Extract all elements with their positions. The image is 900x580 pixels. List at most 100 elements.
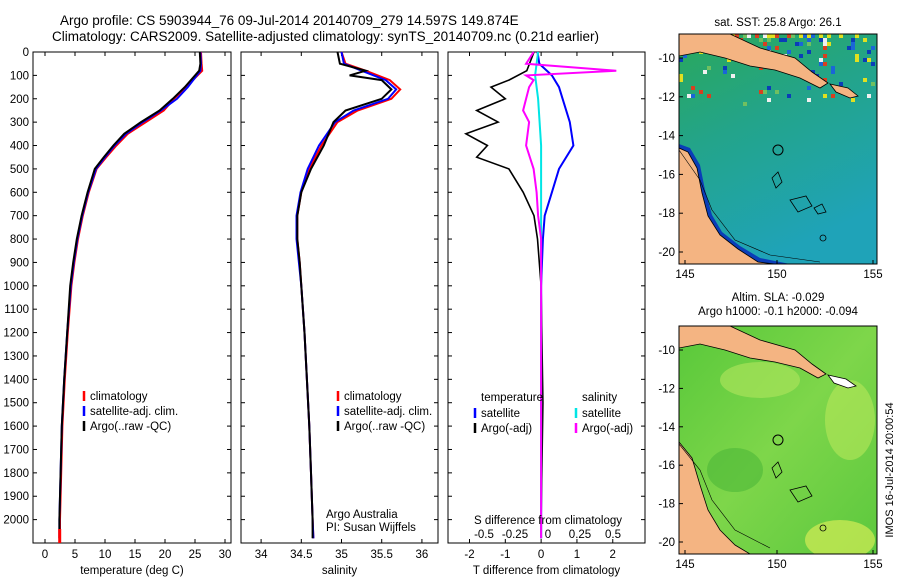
sst-pixel	[743, 34, 747, 38]
sst-pixel	[791, 34, 795, 38]
legend-label: Argo(-adj)	[582, 423, 633, 435]
side-timestamp: IMOS 16-Jul-2014 20:00:54	[884, 402, 896, 537]
x-tick-label: 2	[610, 549, 616, 561]
map-y-tick-label: -12	[658, 383, 675, 395]
depth-tick-label: 900	[10, 257, 29, 269]
depth-tick-label: 700	[10, 211, 29, 223]
sst-pixel	[807, 98, 811, 102]
sst-pixel	[863, 58, 867, 62]
depth-tick-label: 1300	[3, 351, 29, 363]
sst-pixel	[779, 38, 783, 42]
x-axis-label-top: S difference from climatology	[474, 515, 622, 527]
depth-tick-label: 600	[10, 187, 29, 199]
legend-label: satellite	[481, 408, 520, 420]
legend-label: climatology	[90, 391, 148, 403]
x-tick-label-top: 0	[545, 529, 551, 541]
map-y-tick-label: -10	[658, 345, 675, 357]
sst-pixel	[759, 38, 763, 42]
map-y-tick-label: -20	[658, 247, 675, 259]
x-axis-label: T difference from climatology	[473, 565, 620, 577]
sst-pixel	[763, 34, 767, 38]
x-tick-label: 35	[335, 549, 348, 561]
depth-tick-label: 1500	[3, 398, 29, 410]
x-tick-label: 34.5	[290, 549, 312, 561]
legend-salinity-title: salinity	[582, 392, 617, 404]
x-tick-label: 0	[42, 549, 48, 561]
sst-pixel	[799, 42, 803, 46]
sst-pixel	[787, 94, 791, 98]
legend-panel-1: climatology satellite-adj. clim. Argo(..ra…	[82, 391, 178, 433]
panel-frame	[447, 51, 646, 544]
sst-pixel	[863, 78, 867, 82]
sst-pixel	[683, 54, 687, 58]
depth-tick-label: 1800	[3, 468, 29, 480]
x-tick-label-top: 0.5	[605, 529, 621, 541]
sla-map-title-1: Altim. SLA: -0.029	[732, 292, 825, 304]
map-y-tick-label: -16	[658, 169, 675, 181]
sst-pixel	[827, 34, 831, 38]
series-line-salinity-argo-adj-	[522, 51, 617, 539]
x-tick-label: 30	[219, 549, 232, 561]
sst-pixel	[823, 94, 827, 98]
x-tick-label: -1	[500, 549, 510, 561]
sst-land-png	[679, 34, 829, 89]
sla-high-2	[825, 380, 875, 460]
x-tick-label: 10	[99, 549, 112, 561]
sla-map: Altim. SLA: -0.029 Argo h1000: -0.1 h200…	[658, 292, 882, 571]
legend-label: climatology	[344, 391, 402, 403]
argo-australia-label: Argo Australia	[326, 509, 398, 521]
sst-pixel	[871, 82, 875, 86]
x-tick-label: -2	[464, 549, 474, 561]
sst-pixel	[867, 94, 871, 98]
sst-land-australia	[679, 34, 776, 264]
sst-pixel	[823, 46, 827, 50]
legend-label: satellite-adj. clim.	[90, 406, 178, 418]
sst-pixel	[823, 54, 827, 58]
x-tick-label: 35.5	[371, 549, 393, 561]
map-x-tick-label: 150	[767, 559, 786, 571]
sla-high-1	[720, 362, 800, 398]
x-tick-label: 5	[72, 549, 78, 561]
sst-pixel	[855, 54, 859, 58]
sst-pixel	[679, 58, 683, 62]
sst-pixel	[767, 46, 771, 50]
sst-pixel	[807, 42, 811, 46]
depth-tick-label: 500	[10, 164, 29, 176]
sst-pixel	[831, 70, 835, 74]
sst-pixel	[775, 46, 779, 50]
sst-pixel	[723, 70, 727, 74]
sst-pixel	[679, 78, 683, 82]
sst-pixel	[863, 38, 867, 42]
depth-tick-label: 0	[23, 47, 29, 59]
profile-panels: 0100200300400500600700800900100011001200…	[3, 47, 646, 577]
sst-pixel	[787, 50, 791, 54]
sst-pixel	[823, 42, 827, 46]
map-y-tick-label: -16	[658, 460, 675, 472]
panel-frame	[32, 51, 232, 544]
title-line-1: Argo profile: CS 5903944_76 09-Jul-2014 …	[60, 13, 519, 28]
depth-tick-label: 800	[10, 234, 29, 246]
sla-map-title-2: Argo h1000: -0.1 h2000: -0.094	[698, 306, 858, 318]
x-tick-label: 36	[416, 549, 429, 561]
x-tick-label-top: -0.25	[502, 529, 528, 541]
depth-tick-label: 400	[10, 141, 29, 153]
x-tick-label: 1	[574, 549, 580, 561]
legend-panel-2: climatology satellite-adj. clim. Argo(..ra…	[336, 391, 432, 433]
series-line-argo-raw-qc-	[296, 51, 393, 539]
map-y-tick-label: -18	[658, 208, 675, 220]
depth-tick-label: 1700	[3, 444, 29, 456]
sst-pixel	[839, 34, 843, 38]
sst-pixel	[851, 98, 855, 102]
x-tick-label: 15	[129, 549, 142, 561]
profile-panel-1: 0100200300400500600700800900100011001200…	[3, 47, 232, 577]
pi-label: PI: Susan Wijffels	[326, 522, 416, 534]
sst-pixel	[699, 90, 703, 94]
x-axis-label: salinity	[322, 565, 357, 577]
sst-land-islands	[829, 83, 859, 99]
map-x-tick-label: 145	[675, 269, 694, 281]
depth-tick-label: 1100	[4, 304, 29, 316]
sst-pixel	[823, 38, 827, 42]
sst-pixel	[819, 62, 823, 66]
sla-map-frame	[678, 325, 878, 555]
sst-pixel	[727, 58, 731, 62]
